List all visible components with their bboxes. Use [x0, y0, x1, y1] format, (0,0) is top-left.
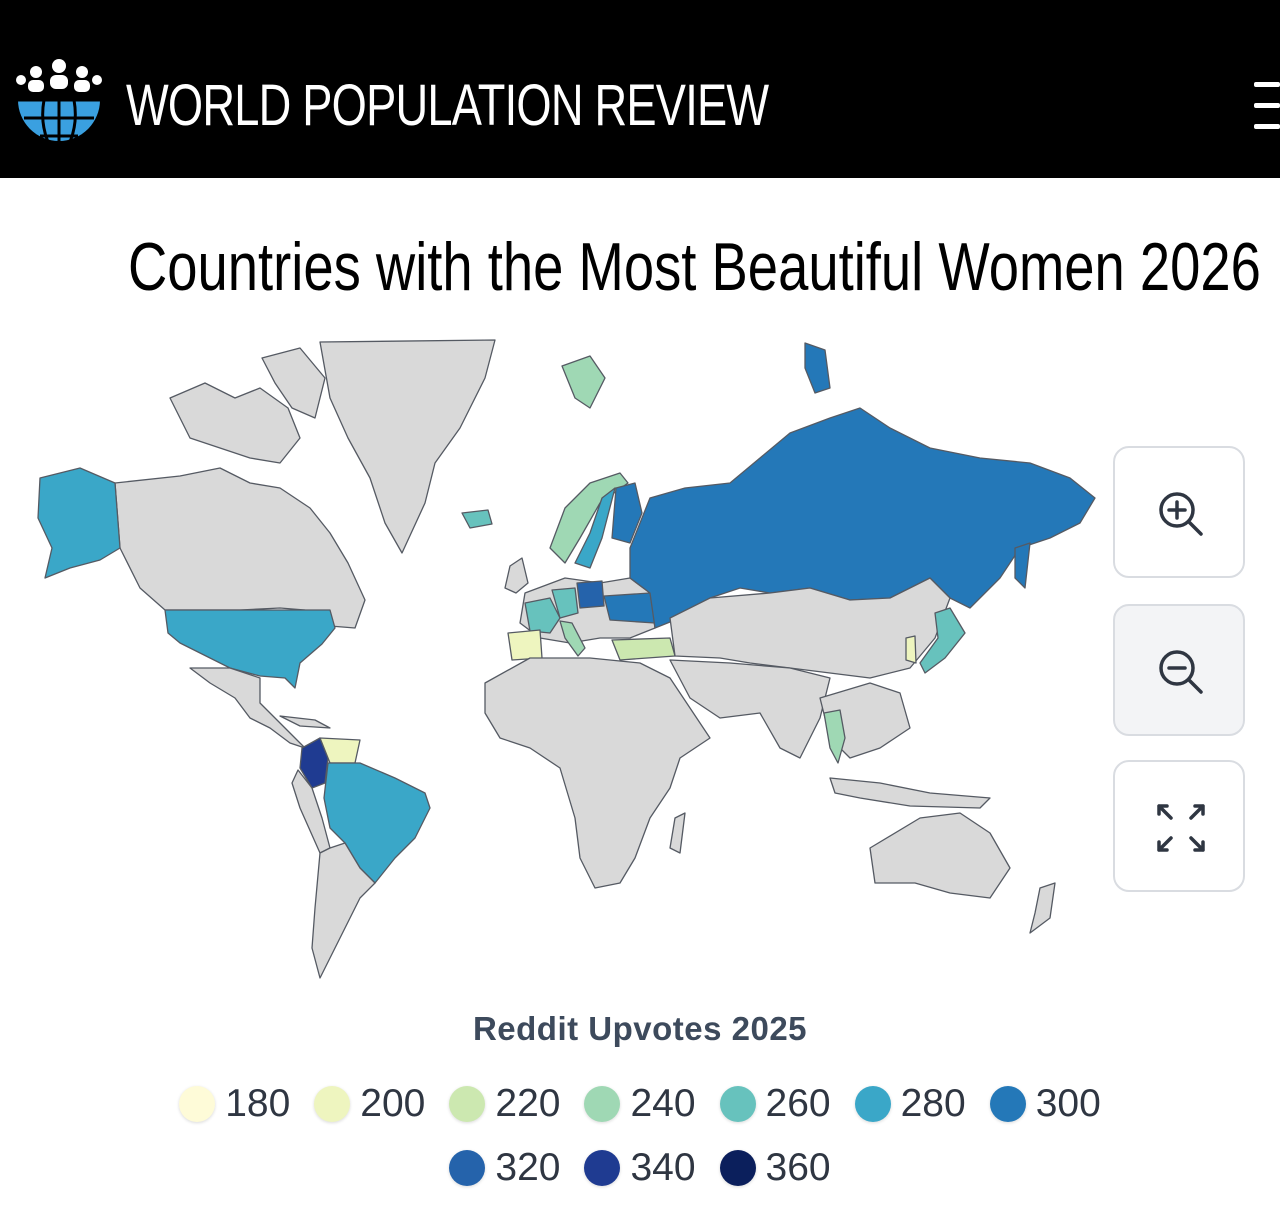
expand-icon — [1157, 804, 1205, 852]
legend-label: 300 — [1035, 1082, 1101, 1125]
region-iceland — [461, 509, 493, 529]
legend-row: 180 200 220 240 260 280 300 — [0, 1082, 1280, 1126]
legend-item-220[interactable]: 220 — [449, 1082, 560, 1126]
world-map[interactable] — [30, 338, 1110, 988]
region-central-asia — [669, 577, 951, 679]
region-united-states — [164, 609, 336, 689]
legend-swatch — [854, 1086, 891, 1122]
legend-swatch — [179, 1086, 216, 1122]
legend-swatch — [449, 1086, 486, 1122]
region-indonesia — [829, 777, 991, 809]
region-russia — [629, 407, 1096, 629]
legend-label: 220 — [495, 1082, 561, 1125]
region-novaya-zemlya — [804, 342, 831, 394]
legend-swatch — [584, 1150, 621, 1186]
region-sweden — [574, 487, 616, 569]
region-turkey — [611, 637, 676, 661]
legend-item-320[interactable]: 320 — [449, 1146, 560, 1190]
zoom-in-button[interactable] — [1113, 446, 1245, 578]
region-ukraine — [603, 592, 656, 624]
region-greenland — [319, 339, 496, 554]
region-africa — [484, 657, 711, 889]
region-canada — [114, 467, 366, 629]
region-south-asia — [669, 659, 831, 759]
legend-item-200[interactable]: 200 — [314, 1082, 425, 1126]
region-france — [524, 597, 561, 634]
legend-item-260[interactable]: 260 — [719, 1082, 831, 1126]
site-header: WORLD POPULATION REVIEW — [0, 0, 1280, 178]
region-uk — [504, 557, 529, 594]
region-spain — [507, 629, 543, 661]
zoom-out-icon — [1159, 650, 1203, 694]
region-finland — [611, 482, 643, 544]
region-south-korea — [905, 635, 917, 664]
legend-row: 320 340 360 — [0, 1146, 1280, 1190]
brand-name[interactable]: WORLD POPULATION REVIEW — [126, 73, 769, 138]
page-title: Countries with the Most Beautiful Women … — [128, 229, 1261, 305]
region-madagascar — [669, 812, 686, 854]
legend-label: 240 — [630, 1082, 696, 1125]
region-baffin — [261, 347, 326, 419]
region-canada-arctic — [169, 382, 301, 464]
legend-item-240[interactable]: 240 — [584, 1082, 696, 1126]
zoom-out-button[interactable] — [1113, 604, 1245, 736]
legend-title: Reddit Upvotes 2025 — [472, 1010, 808, 1047]
region-thailand — [823, 709, 846, 764]
legend-label: 340 — [630, 1146, 696, 1189]
region-brazil — [323, 762, 431, 884]
region-japan — [919, 607, 966, 674]
legend-label: 320 — [495, 1146, 561, 1189]
legend-label: 180 — [225, 1082, 291, 1125]
legend-label: 260 — [765, 1082, 831, 1125]
legend-swatch — [989, 1086, 1026, 1122]
region-italy — [559, 620, 586, 657]
region-alaska — [37, 467, 121, 579]
legend-item-360[interactable]: 360 — [719, 1146, 831, 1190]
legend-item-280[interactable]: 280 — [854, 1082, 966, 1126]
region-new-zealand — [1029, 882, 1056, 934]
legend-item-340[interactable]: 340 — [584, 1146, 696, 1190]
zoom-in-icon — [1159, 492, 1203, 536]
legend-swatch — [449, 1150, 486, 1186]
legend-item-180[interactable]: 180 — [179, 1082, 290, 1126]
region-southern-cone — [311, 842, 376, 979]
legend-swatch — [584, 1086, 621, 1122]
region-svalbard — [561, 355, 606, 409]
region-germany — [551, 587, 579, 619]
fullscreen-button[interactable] — [1113, 760, 1245, 892]
legend-item-300[interactable]: 300 — [989, 1082, 1101, 1126]
legend-swatch — [719, 1086, 756, 1122]
region-poland — [576, 580, 605, 609]
legend-swatch — [314, 1086, 351, 1122]
region-australia — [869, 812, 1011, 899]
legend-label: 280 — [900, 1082, 966, 1125]
hamburger-menu-icon[interactable] — [1254, 80, 1280, 132]
legend-swatch — [719, 1150, 756, 1186]
legend-label: 200 — [360, 1082, 426, 1125]
legend-label: 360 — [765, 1146, 831, 1189]
region-kamchatka — [1014, 542, 1031, 589]
globe-people-icon[interactable] — [14, 58, 104, 148]
region-caribbean — [279, 715, 331, 729]
